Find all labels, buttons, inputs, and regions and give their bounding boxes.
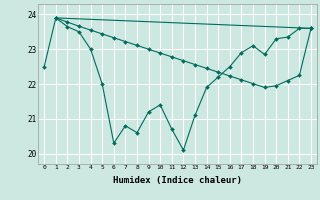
X-axis label: Humidex (Indice chaleur): Humidex (Indice chaleur): [113, 176, 242, 185]
